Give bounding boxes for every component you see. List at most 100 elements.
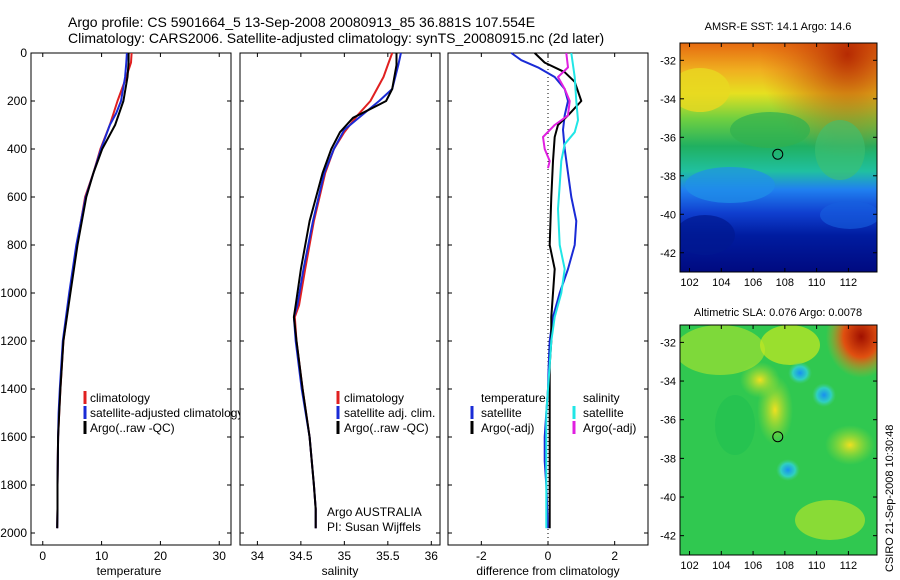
sla-longitude-axis: 102 104 106 108 110 112	[680, 325, 857, 572]
difference-xlabel: difference from climatology	[476, 564, 619, 578]
x-tick-label: 35.5	[376, 549, 400, 563]
sst-map-frame	[679, 42, 878, 273]
difference-series	[510, 52, 583, 529]
temperature-legend-item-1: climatology	[90, 391, 150, 405]
credit-timestamp: CSIRO 21-Sep-2008 10:30:48	[884, 425, 896, 572]
lat-tick-label: -34	[660, 94, 676, 106]
sla-heatmap	[680, 325, 877, 555]
legend-sal-satellite: satellite	[583, 406, 624, 420]
y-tick-label: 1400	[0, 382, 27, 396]
lat-tick-label: -32	[660, 337, 676, 349]
lat-tick-label: -38	[660, 171, 676, 183]
x-tick-label: 30	[213, 549, 227, 563]
legend-temp-argo: Argo(-adj)	[481, 421, 534, 435]
lon-tick-label: 108	[776, 560, 794, 572]
float-pi-annotation: PI: Susan Wijffels	[327, 520, 421, 534]
lon-tick-label: 112	[840, 560, 858, 572]
float-agency-annotation: Argo AUSTRALIA	[327, 505, 422, 519]
difference-axes-frame	[447, 52, 649, 546]
temperature-legend-item-2: satellite-adjusted climatology	[90, 406, 243, 420]
y-tick-label: 1200	[0, 334, 27, 348]
lat-tick-label: -38	[660, 453, 676, 465]
sla-map-panel: Altimetric SLA: 0.076 Argo: 0.0078 -32-3…	[660, 307, 878, 572]
x-tick-label: 34	[251, 549, 265, 563]
y-tick-label: 1000	[0, 286, 27, 300]
temperature-series	[56, 52, 133, 529]
x-tick-label: -2	[476, 549, 487, 563]
series-line	[292, 53, 398, 529]
lat-tick-label: -32	[660, 55, 676, 67]
temperature-profile-panel: 0 200 400 600 800 1000 1200 1400 1600 1800 2000 0 1…	[0, 46, 243, 578]
sla-map-title: Altimetric SLA: 0.076 Argo: 0.0078	[694, 307, 862, 319]
y-tick-label: 400	[7, 142, 27, 156]
series-line	[545, 52, 579, 529]
lon-tick-label: 104	[712, 277, 730, 289]
y-tick-label: 0	[20, 46, 27, 60]
legend-sal-argo: Argo(-adj)	[583, 421, 636, 435]
y-tick-label: 1800	[0, 478, 27, 492]
difference-profile-panel: -2 0 2 difference from climatology tempera…	[447, 52, 649, 578]
lon-tick-label: 110	[808, 560, 826, 572]
salinity-axis: 34 34.5 35 35.5 36	[251, 53, 439, 563]
sst-heatmap	[680, 43, 877, 272]
difference-legend: temperature salinity satellite Argo(-adj…	[470, 391, 636, 435]
legend-temp-satellite: satellite	[481, 406, 522, 420]
salinity-legend-item-3: Argo(..raw -QC)	[344, 421, 429, 435]
lon-tick-label: 106	[744, 277, 762, 289]
lat-tick-label: -34	[660, 376, 676, 388]
lon-tick-label: 104	[712, 560, 730, 572]
salinity-legend-item-1: climatology	[344, 391, 404, 405]
argo-location-marker	[772, 431, 784, 443]
salinity-axes-frame	[239, 52, 441, 546]
sla-map-frame	[679, 324, 878, 556]
temperature-xlabel: temperature	[97, 564, 162, 578]
lat-tick-label: -42	[660, 248, 676, 260]
y-tick-label: 1600	[0, 430, 27, 444]
argo-location-marker	[772, 148, 784, 160]
sst-latitude-axis: -32 -34 -36 -38 -40 -42	[660, 55, 877, 260]
y-tick-label: 600	[7, 190, 27, 204]
salinity-legend-item-2: satellite adj. clim.	[344, 406, 435, 420]
sla-latitude-axis: -32 -34 -36 -38 -40 -42	[660, 337, 877, 543]
x-tick-label: 34.5	[289, 549, 313, 563]
lon-tick-label: 110	[808, 277, 826, 289]
legend-header-temperature: temperature	[481, 391, 546, 405]
difference-depth-ticks	[448, 52, 648, 534]
y-tick-label: 200	[7, 94, 27, 108]
figure-title-line2: Climatology: CARS2006. Satellite-adjuste…	[68, 30, 604, 46]
x-tick-label: 10	[95, 549, 109, 563]
x-tick-label: 0	[545, 549, 552, 563]
lon-tick-label: 102	[680, 560, 698, 572]
x-tick-label: 35	[338, 549, 352, 563]
series-line	[56, 53, 130, 529]
salinity-xlabel: salinity	[322, 564, 359, 578]
lat-tick-label: -36	[660, 415, 676, 427]
salinity-legend: climatology satellite adj. clim. Argo(..…	[336, 391, 435, 435]
difference-axis: -2 0 2	[476, 53, 618, 563]
x-tick-label: 36	[425, 549, 439, 563]
temperature-axis: 0 10 20 30	[39, 53, 226, 563]
salinity-series	[292, 52, 402, 529]
lat-tick-label: -36	[660, 132, 676, 144]
legend-header-salinity: salinity	[583, 391, 620, 405]
salinity-profile-panel: 34 34.5 35 35.5 36 salinity climatology sate…	[239, 52, 441, 578]
x-tick-label: 0	[39, 549, 46, 563]
sst-map-panel: AMSR-E SST: 14.1 Argo: 14.6 -32 -34 -36 -38…	[660, 21, 878, 289]
depth-axis: 0 200 400 600 800 1000 1200 1400 1600 1800 2000	[0, 46, 231, 540]
y-tick-label: 800	[7, 238, 27, 252]
lon-tick-label: 112	[840, 277, 858, 289]
sst-longitude-axis: 102 104 106 108 110 112	[680, 43, 857, 289]
lat-tick-label: -40	[660, 492, 676, 504]
temperature-legend-item-3: Argo(..raw -QC)	[90, 421, 175, 435]
y-tick-label: 2000	[0, 526, 27, 540]
lon-tick-label: 102	[680, 277, 698, 289]
lat-tick-label: -42	[660, 531, 676, 543]
lon-tick-label: 106	[744, 560, 762, 572]
figure-title-line1: Argo profile: CS 5901664_5 13-Sep-2008 2…	[68, 14, 535, 30]
x-tick-label: 20	[154, 549, 168, 563]
x-tick-label: 2	[611, 549, 618, 563]
lat-tick-label: -40	[660, 209, 676, 221]
series-line	[542, 52, 571, 169]
temperature-legend: climatology satellite-adjusted climatolo…	[83, 391, 243, 435]
